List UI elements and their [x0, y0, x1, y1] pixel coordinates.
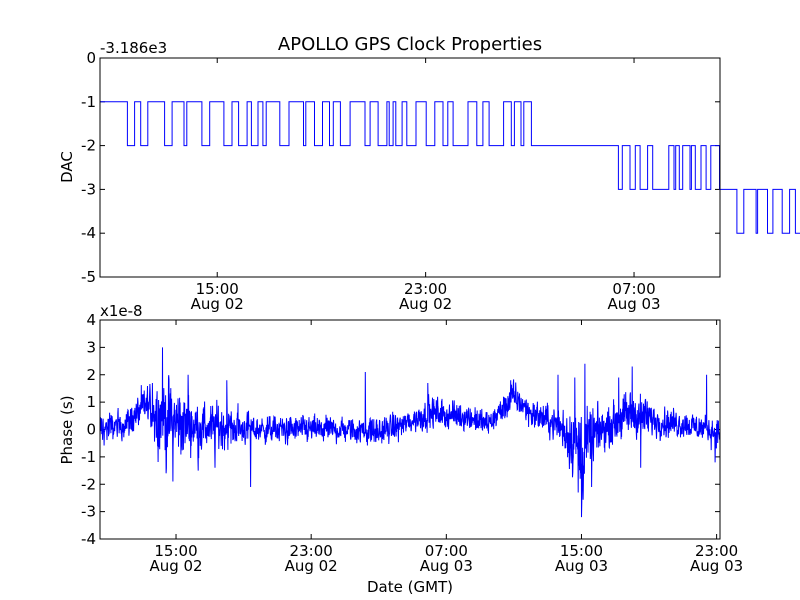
x-tick-time: 23:00 [404, 280, 447, 298]
x-axis-label: Date (GMT) [367, 578, 453, 596]
x-tick-time: 15:00 [560, 542, 603, 560]
y-tick-label: 0 [86, 421, 96, 439]
x-tick-time: 07:00 [612, 280, 655, 298]
x-tick-date: Aug 02 [191, 295, 244, 313]
x-tick-time: 23:00 [290, 542, 333, 560]
x-tick-time: 23:00 [695, 542, 738, 560]
dac-series-line [100, 101, 800, 234]
x-tick-date: Aug 03 [555, 557, 608, 575]
phase-offset-label: x1e-8 [100, 302, 143, 320]
y-tick-label: -3 [81, 503, 96, 521]
dac-y-axis-label: DAC [58, 151, 76, 183]
chart-title: APOLLO GPS Clock Properties [278, 34, 542, 55]
y-tick-label: -5 [81, 268, 96, 286]
y-tick-label: -4 [81, 224, 96, 242]
y-tick-label: 0 [86, 49, 96, 67]
x-tick-date: Aug 03 [607, 295, 660, 313]
y-tick-label: -1 [81, 93, 96, 111]
y-tick-label: -3 [81, 180, 96, 198]
x-tick-date: Aug 03 [690, 557, 743, 575]
y-tick-label: -2 [81, 137, 96, 155]
x-tick-time: 15:00 [196, 280, 239, 298]
y-tick-label: 2 [86, 366, 96, 384]
x-tick-date: Aug 03 [420, 557, 473, 575]
y-tick-label: -2 [81, 475, 96, 493]
y-tick-label: -1 [81, 448, 96, 466]
y-tick-label: -4 [81, 530, 96, 548]
dac-plot-frame [99, 57, 721, 278]
y-tick-label: 4 [86, 311, 96, 329]
x-tick-date: Aug 02 [285, 557, 338, 575]
phase-y-axis-label: Phase (s) [58, 395, 76, 464]
x-tick-date: Aug 02 [149, 557, 202, 575]
x-tick-time: 07:00 [425, 542, 468, 560]
x-tick-date: Aug 02 [399, 295, 452, 313]
x-tick-time: 15:00 [154, 542, 197, 560]
phase-plot-frame [99, 319, 721, 540]
dac-offset-label: -3.186e3 [100, 39, 167, 57]
y-tick-label: 3 [86, 338, 96, 356]
y-tick-label: 1 [86, 393, 96, 411]
phase-series-line [99, 347, 721, 518]
